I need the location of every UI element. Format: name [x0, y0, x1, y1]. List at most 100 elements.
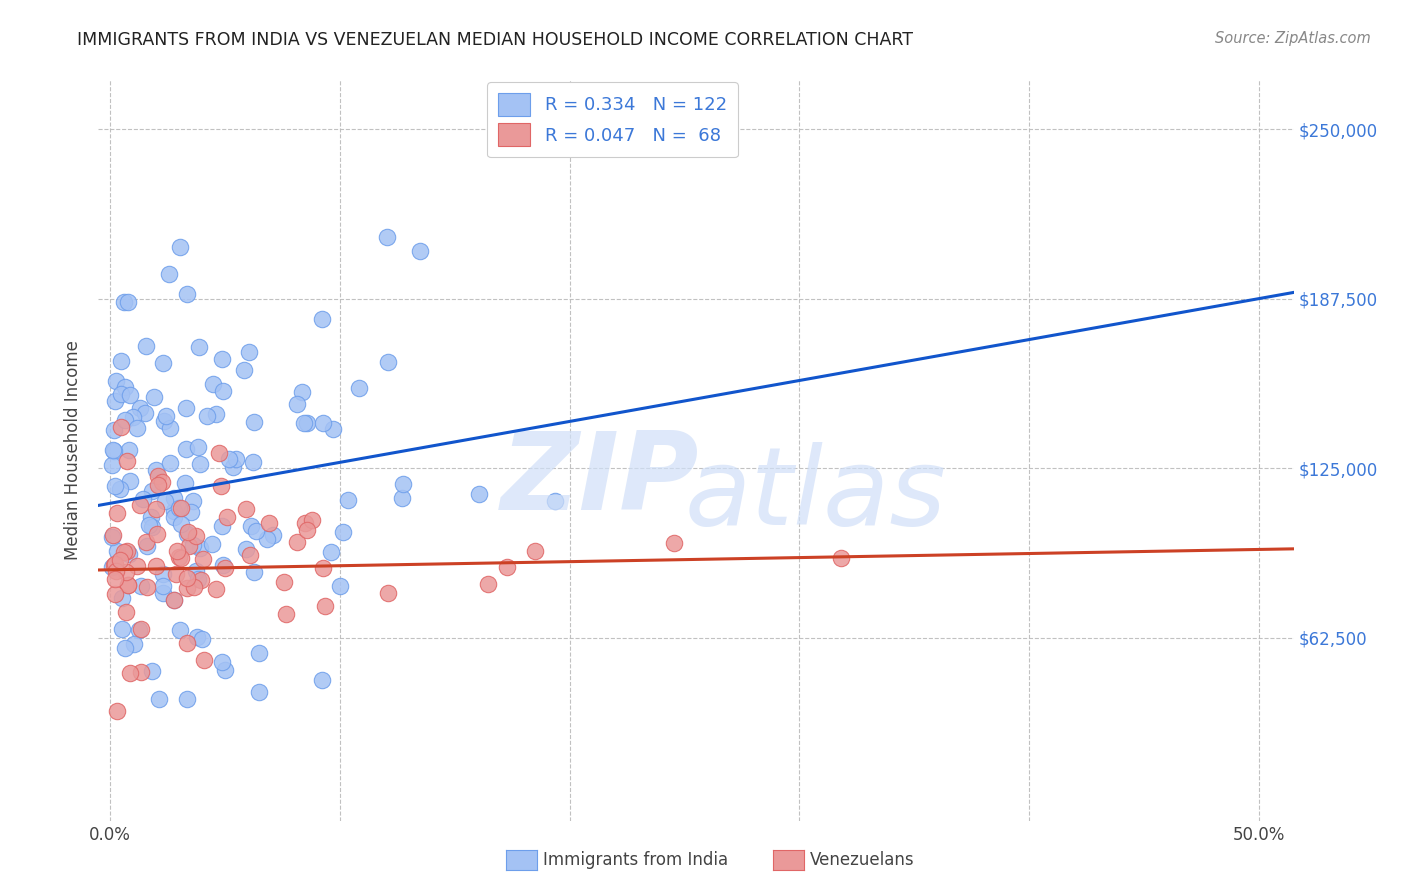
Point — [235, 502, 257, 516]
Point — [186, 630, 208, 644]
Point — [208, 446, 231, 460]
Point — [117, 454, 139, 468]
Point — [243, 565, 266, 579]
Point — [247, 684, 270, 698]
Point — [169, 623, 191, 637]
Point — [295, 417, 318, 431]
Point — [110, 553, 132, 567]
Point — [153, 494, 176, 508]
Point — [127, 559, 149, 574]
Point — [292, 417, 315, 431]
Point — [329, 578, 352, 592]
Point — [212, 558, 235, 572]
Point — [163, 593, 186, 607]
Point — [121, 410, 143, 425]
Point — [184, 564, 207, 578]
Point — [176, 635, 198, 649]
Point — [235, 542, 257, 557]
Point — [242, 416, 264, 430]
Point — [214, 561, 236, 575]
Point — [166, 544, 188, 558]
Point — [118, 442, 141, 457]
Point — [187, 440, 209, 454]
Point — [222, 460, 245, 475]
Point — [145, 502, 167, 516]
Point — [274, 607, 297, 621]
Point — [141, 519, 163, 533]
Point — [157, 267, 180, 281]
Point — [103, 558, 125, 572]
Point — [152, 356, 174, 370]
Point — [297, 523, 319, 537]
Point — [110, 482, 132, 496]
Point — [239, 548, 262, 562]
Point — [114, 380, 136, 394]
Point — [247, 646, 270, 660]
Point — [285, 397, 308, 411]
Point — [104, 586, 127, 600]
Point — [129, 665, 152, 679]
Point — [273, 574, 295, 589]
Point — [110, 354, 132, 368]
Point — [139, 510, 162, 524]
Point — [204, 582, 226, 596]
Point — [152, 586, 174, 600]
Point — [118, 388, 141, 402]
Text: Source: ZipAtlas.com: Source: ZipAtlas.com — [1215, 31, 1371, 46]
Point — [141, 665, 163, 679]
Point — [114, 640, 136, 655]
Point — [129, 579, 152, 593]
Point — [128, 623, 150, 637]
Point — [128, 498, 150, 512]
Point — [176, 691, 198, 706]
Text: Immigrants from India: Immigrants from India — [543, 851, 728, 869]
Point — [129, 622, 152, 636]
Point — [193, 552, 215, 566]
Point — [477, 577, 499, 591]
Point — [291, 384, 314, 399]
Point — [391, 491, 413, 505]
Point — [177, 539, 200, 553]
Point — [174, 475, 197, 490]
Point — [159, 421, 181, 435]
Point — [105, 544, 128, 558]
Point — [135, 535, 157, 549]
Point — [138, 517, 160, 532]
Point — [163, 491, 186, 505]
Point — [114, 565, 136, 579]
Point — [177, 524, 200, 539]
Point — [322, 422, 344, 436]
Point — [146, 478, 169, 492]
Point — [183, 581, 205, 595]
Point — [662, 536, 685, 550]
Point — [117, 578, 139, 592]
Point — [169, 500, 191, 515]
Text: atlas: atlas — [685, 442, 946, 548]
Point — [181, 538, 204, 552]
Point — [146, 527, 169, 541]
Point — [312, 561, 335, 575]
Text: ZIP: ZIP — [501, 427, 700, 533]
Point — [114, 412, 136, 426]
Point — [242, 455, 264, 469]
Point — [202, 376, 225, 391]
Point — [148, 468, 170, 483]
Point — [209, 479, 232, 493]
Point — [152, 414, 174, 428]
Point — [104, 558, 127, 572]
Text: Venezuelans: Venezuelans — [810, 851, 914, 869]
Point — [496, 560, 519, 574]
Point — [115, 605, 138, 619]
Point — [104, 374, 127, 388]
Point — [211, 351, 233, 366]
Point — [132, 491, 155, 506]
Point — [218, 451, 240, 466]
Point — [294, 516, 316, 530]
Point — [191, 632, 214, 646]
Point — [187, 572, 209, 586]
Point — [392, 477, 415, 491]
Point — [111, 591, 134, 605]
Point — [110, 420, 132, 434]
Point — [148, 691, 170, 706]
Point — [152, 579, 174, 593]
